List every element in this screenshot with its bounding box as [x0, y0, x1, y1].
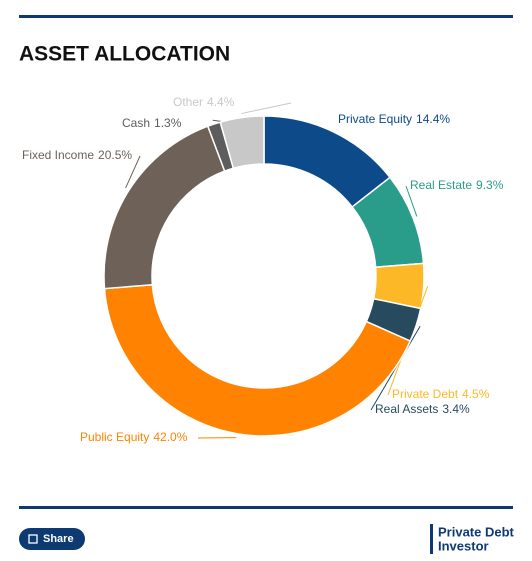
category-name: Private Equity — [338, 112, 412, 126]
value-label: 4.4% — [207, 95, 235, 109]
value-label: 14.4% — [416, 112, 450, 126]
logo-line: Private Debt — [438, 524, 515, 539]
chart-title: ASSET ALLOCATION — [19, 43, 230, 66]
slice-label: Real Estate 9.3% — [410, 178, 504, 192]
category-name: Other — [173, 95, 203, 109]
category-name: Real Assets — [375, 402, 438, 416]
slice-label: Other 4.4% — [173, 95, 235, 109]
slice — [104, 285, 410, 436]
slice-label: Fixed Income 20.5% — [22, 148, 132, 162]
slice-label: Private Equity 14.4% — [338, 112, 450, 126]
category-name: Fixed Income — [22, 148, 94, 162]
donut: Private Equity 14.4% Real Estate 9.3% Privat… — [22, 95, 504, 444]
value-label: 4.5% — [462, 387, 490, 401]
value-label: 9.3% — [476, 178, 504, 192]
value-label: 1.3% — [154, 116, 182, 130]
value-label: 20.5% — [98, 148, 132, 162]
category-name: Real Estate — [410, 178, 472, 192]
slice-label: Public Equity 42.0% — [80, 430, 188, 444]
leader-line — [241, 103, 291, 114]
logo-bar — [430, 524, 433, 554]
slice-label: Real Assets 3.4% — [375, 402, 470, 416]
slice-label: Cash 1.3% — [122, 116, 182, 130]
category-name: Cash — [122, 116, 150, 130]
share-label[interactable]: Share — [43, 533, 74, 545]
value-label: 42.0% — [153, 430, 187, 444]
share-button[interactable]: Share — [19, 528, 85, 550]
category-name: Private Debt — [392, 387, 459, 401]
bottom-rule — [19, 506, 513, 509]
top-rule — [19, 15, 513, 18]
value-label: 3.4% — [442, 402, 470, 416]
category-name: Public Equity — [80, 430, 149, 444]
logo-line: Investor — [438, 538, 489, 553]
